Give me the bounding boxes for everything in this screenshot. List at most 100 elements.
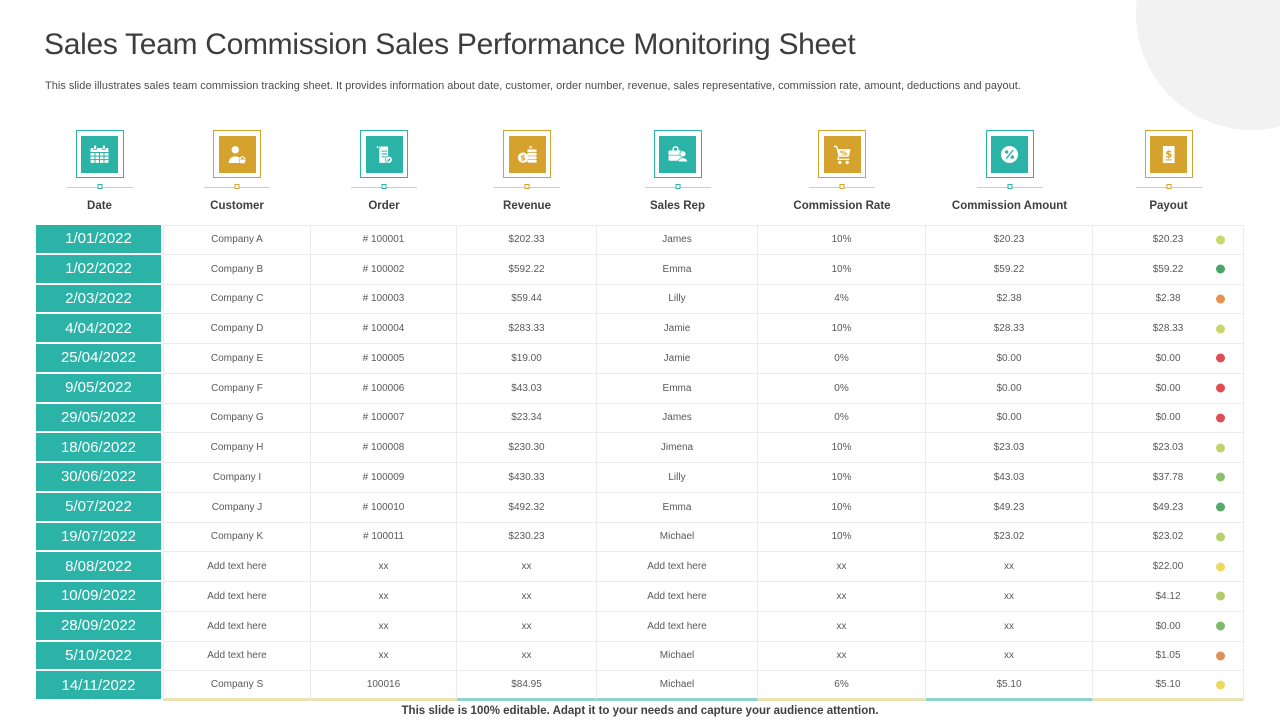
payout-cell[interactable]: $23.03 <box>1093 433 1244 463</box>
customer-cell[interactable]: Add text here <box>163 582 311 612</box>
commission-amount-cell[interactable]: $2.38 <box>926 284 1093 315</box>
commission-rate-cell[interactable]: 0% <box>758 403 926 434</box>
revenue-cell[interactable]: $430.33 <box>457 463 597 493</box>
payout-cell[interactable]: $23.02 <box>1093 522 1244 553</box>
payout-cell[interactable]: $20.23 <box>1093 225 1244 255</box>
order-cell[interactable]: # 100007 <box>311 403 457 434</box>
order-cell[interactable]: # 100010 <box>311 492 457 523</box>
customer-cell[interactable]: Company D <box>163 314 311 344</box>
revenue-cell[interactable]: $230.30 <box>457 433 597 463</box>
date-cell[interactable]: 18/06/2022 <box>36 433 163 463</box>
sales-rep-cell[interactable]: Emma <box>597 373 758 404</box>
revenue-cell[interactable]: $23.34 <box>457 403 597 434</box>
payout-cell[interactable]: $37.78 <box>1093 463 1244 493</box>
order-cell[interactable]: xx <box>311 582 457 612</box>
revenue-cell[interactable]: $19.00 <box>457 344 597 374</box>
sales-rep-cell[interactable]: James <box>597 403 758 434</box>
customer-cell[interactable]: Company E <box>163 344 311 374</box>
order-cell[interactable]: # 100011 <box>311 522 457 553</box>
sales-rep-cell[interactable]: Emma <box>597 492 758 523</box>
revenue-cell[interactable]: $230.23 <box>457 522 597 553</box>
date-cell[interactable]: 4/04/2022 <box>36 314 163 344</box>
commission-amount-cell[interactable]: $28.33 <box>926 314 1093 344</box>
commission-amount-cell[interactable]: $49.23 <box>926 492 1093 523</box>
commission-rate-cell[interactable]: 4% <box>758 284 926 315</box>
commission-amount-cell[interactable]: $0.00 <box>926 403 1093 434</box>
revenue-cell[interactable]: $283.33 <box>457 314 597 344</box>
revenue-cell[interactable]: xx <box>457 582 597 612</box>
payout-cell[interactable]: $59.22 <box>1093 254 1244 285</box>
date-cell[interactable]: 30/06/2022 <box>36 463 163 493</box>
sales-rep-cell[interactable]: James <box>597 225 758 255</box>
commission-amount-cell[interactable]: xx <box>926 552 1093 582</box>
payout-cell[interactable]: $4.12 <box>1093 582 1244 612</box>
revenue-cell[interactable]: $43.03 <box>457 373 597 404</box>
customer-cell[interactable]: Company G <box>163 403 311 434</box>
sales-rep-cell[interactable]: Add text here <box>597 582 758 612</box>
revenue-cell[interactable]: $202.33 <box>457 225 597 255</box>
customer-cell[interactable]: Company J <box>163 492 311 523</box>
date-cell[interactable]: 2/03/2022 <box>36 284 163 315</box>
commission-amount-cell[interactable]: $43.03 <box>926 463 1093 493</box>
commission-rate-cell[interactable]: 10% <box>758 463 926 493</box>
payout-cell[interactable]: $0.00 <box>1093 403 1244 434</box>
sales-rep-cell[interactable]: Lilly <box>597 284 758 315</box>
sales-rep-cell[interactable]: Add text here <box>597 552 758 582</box>
revenue-cell[interactable]: xx <box>457 552 597 582</box>
date-cell[interactable]: 1/02/2022 <box>36 254 163 285</box>
commission-amount-cell[interactable]: xx <box>926 641 1093 672</box>
order-cell[interactable]: # 100009 <box>311 463 457 493</box>
sales-rep-cell[interactable]: Lilly <box>597 463 758 493</box>
payout-cell[interactable]: $49.23 <box>1093 492 1244 523</box>
payout-cell[interactable]: $28.33 <box>1093 314 1244 344</box>
customer-cell[interactable]: Company I <box>163 463 311 493</box>
date-cell[interactable]: 10/09/2022 <box>36 582 163 612</box>
order-cell[interactable]: # 100008 <box>311 433 457 463</box>
sales-rep-cell[interactable]: Emma <box>597 254 758 285</box>
payout-cell[interactable]: $22.00 <box>1093 552 1244 582</box>
commission-rate-cell[interactable]: 10% <box>758 254 926 285</box>
commission-amount-cell[interactable]: $0.00 <box>926 373 1093 404</box>
sales-rep-cell[interactable]: Michael <box>597 671 758 701</box>
commission-rate-cell[interactable]: xx <box>758 641 926 672</box>
revenue-cell[interactable]: $59.44 <box>457 284 597 315</box>
order-cell[interactable]: xx <box>311 611 457 642</box>
customer-cell[interactable]: Company A <box>163 225 311 255</box>
sales-rep-cell[interactable]: Jamie <box>597 314 758 344</box>
commission-rate-cell[interactable]: 0% <box>758 373 926 404</box>
commission-rate-cell[interactable]: xx <box>758 611 926 642</box>
commission-rate-cell[interactable]: xx <box>758 582 926 612</box>
order-cell[interactable]: # 100004 <box>311 314 457 344</box>
commission-rate-cell[interactable]: 0% <box>758 344 926 374</box>
customer-cell[interactable]: Add text here <box>163 552 311 582</box>
payout-cell[interactable]: $0.00 <box>1093 344 1244 374</box>
customer-cell[interactable]: Company S <box>163 671 311 701</box>
sales-rep-cell[interactable]: Michael <box>597 641 758 672</box>
date-cell[interactable]: 19/07/2022 <box>36 522 163 553</box>
revenue-cell[interactable]: $84.95 <box>457 671 597 701</box>
customer-cell[interactable]: Company H <box>163 433 311 463</box>
commission-rate-cell[interactable]: 6% <box>758 671 926 701</box>
order-cell[interactable]: # 100006 <box>311 373 457 404</box>
revenue-cell[interactable]: xx <box>457 641 597 672</box>
sales-rep-cell[interactable]: Add text here <box>597 611 758 642</box>
date-cell[interactable]: 5/10/2022 <box>36 641 163 672</box>
customer-cell[interactable]: Add text here <box>163 611 311 642</box>
commission-rate-cell[interactable]: 10% <box>758 314 926 344</box>
revenue-cell[interactable]: xx <box>457 611 597 642</box>
order-cell[interactable]: # 100001 <box>311 225 457 255</box>
customer-cell[interactable]: Company C <box>163 284 311 315</box>
sales-rep-cell[interactable]: Jimena <box>597 433 758 463</box>
date-cell[interactable]: 8/08/2022 <box>36 552 163 582</box>
commission-amount-cell[interactable]: $59.22 <box>926 254 1093 285</box>
commission-amount-cell[interactable]: xx <box>926 611 1093 642</box>
commission-rate-cell[interactable]: 10% <box>758 433 926 463</box>
date-cell[interactable]: 5/07/2022 <box>36 492 163 523</box>
revenue-cell[interactable]: $492.32 <box>457 492 597 523</box>
commission-amount-cell[interactable]: $23.02 <box>926 522 1093 553</box>
customer-cell[interactable]: Company F <box>163 373 311 404</box>
date-cell[interactable]: 9/05/2022 <box>36 373 163 404</box>
order-cell[interactable]: xx <box>311 552 457 582</box>
customer-cell[interactable]: Company K <box>163 522 311 553</box>
order-cell[interactable]: xx <box>311 641 457 672</box>
